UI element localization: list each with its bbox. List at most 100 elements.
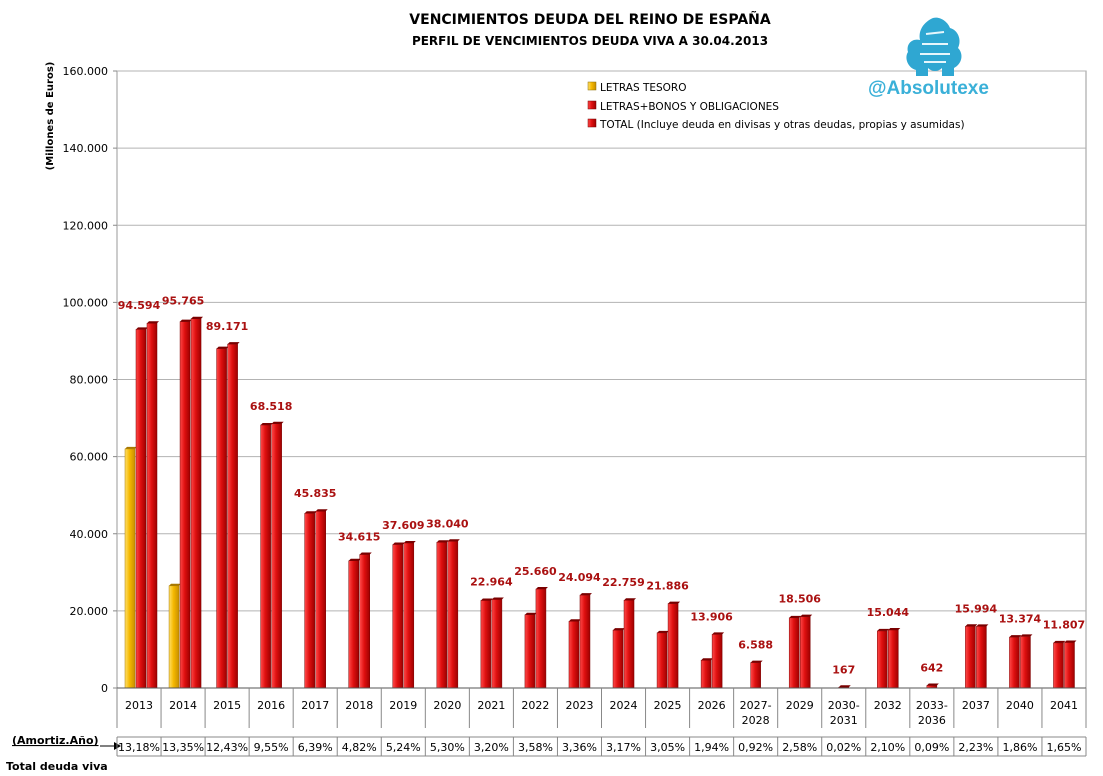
bar-letras-bonos-top [965, 624, 978, 627]
chart-title: VENCIMIENTOS DEUDA DEL REINO DE ESPAÑA [409, 11, 771, 28]
legend-label-letras-tesoro: LETRAS TESORO [600, 82, 687, 94]
bar-total-top [1064, 640, 1077, 643]
data-label: 37.609 [382, 519, 424, 532]
x-tick-label: 2019 [389, 699, 417, 712]
bar-total [535, 588, 547, 689]
x-tick-label: 2041 [1050, 699, 1078, 712]
x-tick-label: 2014 [169, 699, 197, 712]
bar-total-top [888, 627, 901, 630]
bar-total [447, 541, 459, 689]
footer-percent: 2,23% [958, 741, 993, 754]
bar-letras-bonos-top [568, 619, 581, 622]
bar-total [799, 616, 811, 689]
data-label: 21.886 [646, 580, 689, 593]
legend: LETRAS TESORO LETRAS+BONOS Y OBLIGACIONE… [587, 81, 965, 131]
bar-letras-bonos [436, 541, 448, 689]
bar-total-top [227, 342, 240, 345]
bar-total [976, 626, 987, 689]
bar-total-top [491, 597, 504, 600]
footer-label-amortiz: (Amortiz.Año) [12, 734, 99, 747]
y-tick-label: 20.000 [70, 605, 109, 618]
x-tick-label: 2024 [610, 699, 638, 712]
bar-total [888, 629, 899, 689]
bar-letras-tesoro [124, 448, 136, 689]
bar-total-top [1020, 634, 1033, 637]
legend-swatch-total [587, 118, 597, 128]
bar-letras-bonos-top [180, 319, 193, 322]
x-tick-label: 2027- [740, 699, 772, 712]
y-tick-label: 140.000 [63, 142, 109, 155]
footer-label-total: Total deuda viva [6, 760, 108, 773]
bar-letras-bonos [612, 629, 624, 689]
bars [124, 316, 1077, 689]
footer-percent: 1,86% [1002, 741, 1037, 754]
bar-letras-bonos-top [657, 630, 670, 633]
x-tick-label: 2025 [654, 699, 682, 712]
bar-letras-bonos [788, 617, 800, 689]
bar-letras-bonos-top [260, 423, 273, 426]
x-tick-label: 2015 [213, 699, 241, 712]
bar-total [491, 599, 503, 689]
footer-percent: 5,24% [386, 741, 421, 754]
x-tick-label: 2021 [477, 699, 505, 712]
legend-swatch-letras-tesoro [587, 81, 597, 91]
bar-total-top [800, 614, 813, 617]
data-label: 642 [920, 662, 943, 675]
bar-letras-bonos [135, 329, 147, 689]
bar-letras-bonos [524, 614, 536, 689]
bar-letras-bonos-top [877, 628, 890, 631]
bar-letras-bonos-top [392, 542, 405, 545]
bar-total [315, 510, 326, 689]
bar-total [190, 318, 202, 689]
footer-percent: 2,10% [870, 741, 905, 754]
data-label: 34.615 [338, 531, 380, 544]
bar-total [579, 594, 591, 689]
data-label: 13.374 [999, 612, 1042, 625]
bar-letras-bonos-top [304, 511, 317, 514]
bar-letras-bonos [304, 513, 315, 689]
data-label: 94.594 [118, 299, 161, 312]
data-label: 68.518 [250, 400, 292, 413]
bar-letras-bonos [216, 348, 227, 689]
footer-percent: 3,20% [474, 741, 509, 754]
bar-total-top [315, 509, 328, 512]
x-tick-label: 2017 [301, 699, 329, 712]
footer-percent: 4,82% [342, 741, 377, 754]
bar-total-top [926, 683, 939, 686]
x-tick-label: 2032 [874, 699, 902, 712]
bar-letras-bonos [568, 621, 580, 689]
footer-percent: 13,18% [118, 741, 160, 754]
x-tick-label: 2020 [433, 699, 461, 712]
bar-letras-bonos [877, 630, 888, 689]
data-label: 13.906 [690, 610, 733, 623]
data-label: 11.807 [1043, 618, 1085, 631]
bar-total-top [750, 660, 763, 663]
data-label: 22.759 [602, 576, 644, 589]
x-tick-label: 2029 [786, 699, 814, 712]
bar-letras-bonos [480, 600, 492, 689]
bar-total [227, 343, 238, 689]
x-tick-label: 2040 [1006, 699, 1034, 712]
legend-label-letras-bonos: LETRAS+BONOS Y OBLIGACIONES [600, 101, 779, 113]
bar-letras-bonos [700, 659, 712, 689]
bar-total [359, 554, 370, 689]
bar-letras-bonos [260, 424, 271, 689]
x-tick-label: 2033- [916, 699, 948, 712]
data-label: 15.044 [867, 606, 910, 619]
bar-total-top [535, 587, 548, 590]
footer-percent: 9,55% [254, 741, 289, 754]
y-axis-title: (Millones de Euros) [45, 62, 56, 171]
y-axis: 0 20.000 40.000 60.000 80.000 100.000 120.000 1… [63, 65, 117, 695]
bar-letras-bonos-top [1009, 635, 1022, 638]
chart-subtitle: PERFIL DE VENCIMIENTOS DEUDA VIVA A 30.0… [412, 34, 768, 48]
x-tick-label: 2023 [565, 699, 593, 712]
x-tick-label: 2022 [521, 699, 549, 712]
footer-percent: 1,65% [1047, 741, 1082, 754]
bar-letras-bonos-top [524, 612, 537, 615]
y-tick-label: 80.000 [70, 374, 109, 387]
y-tick-label: 0 [101, 682, 108, 695]
data-label: 38.040 [426, 517, 469, 530]
data-label: 95.765 [162, 295, 204, 308]
bar-letras-bonos [392, 544, 404, 689]
